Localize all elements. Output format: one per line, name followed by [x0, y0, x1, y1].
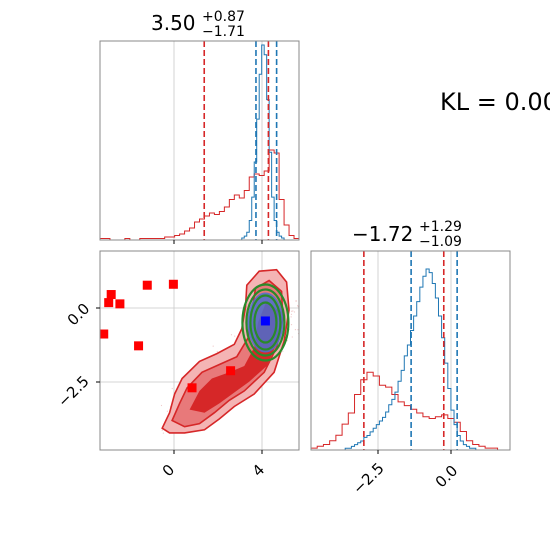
- marginal-2-xtick-label-0: −2.5: [349, 459, 387, 497]
- joint-red-marker-6: [134, 341, 144, 351]
- joint-sample-point: [290, 324, 293, 326]
- joint-frame: [99, 250, 300, 451]
- joint-sample-point: [286, 340, 288, 342]
- marginal-2-red-hist: [311, 371, 510, 450]
- marginal-2-title-sup: +1.29: [419, 219, 462, 235]
- joint-sample-point: [294, 329, 297, 331]
- joint-sample-point: [166, 410, 168, 412]
- joint-xtick-label-1: 4: [249, 461, 268, 480]
- joint-red-marker-1: [106, 290, 116, 300]
- marginal-2-panel: [310, 250, 511, 451]
- joint-sample-point: [292, 310, 294, 312]
- marginal-2-x-ticks: −2.5 0.0: [349, 450, 461, 498]
- joint-green-contour-3: [241, 283, 290, 362]
- joint-sample-point: [160, 404, 163, 407]
- joint-red-marker-3: [142, 280, 152, 290]
- joint-sample-point: [291, 310, 293, 312]
- marginal-1-title-value: 3.50: [151, 11, 196, 35]
- marginal-1-blue-hist: [239, 44, 299, 240]
- joint-blue-marker: [260, 316, 270, 326]
- joint-sample-point: [162, 432, 165, 434]
- joint-series: [100, 268, 309, 434]
- joint-red-contour-outer: [161, 268, 290, 434]
- marginal-1-content: [100, 41, 299, 240]
- marginal-1-series: [100, 41, 299, 240]
- joint-sample-point: [234, 335, 236, 337]
- marginal-2-title-value: −1.72: [352, 222, 413, 246]
- joint-red-marker-4: [168, 279, 178, 289]
- joint-sample-point: [161, 429, 163, 431]
- joint-y-ticks: 0.0 −2.5: [54, 300, 100, 411]
- joint-sample-point: [290, 316, 292, 318]
- joint-sample-point: [216, 350, 218, 353]
- joint-red-contour-mid: [171, 279, 284, 428]
- joint-content: [100, 268, 309, 434]
- marginal-2-content: [311, 251, 510, 450]
- marginal-1-title-sub: −1.71: [202, 24, 245, 40]
- joint-sample-point: [282, 350, 284, 352]
- marginal-2-frame: [310, 250, 511, 451]
- joint-xtick-label-0: 0: [159, 461, 178, 480]
- marginal-1-panel: [99, 40, 300, 241]
- marginal-2-xtick-label-1: 0.0: [432, 462, 462, 492]
- marginal-2-blue-hist: [344, 268, 479, 450]
- joint-sample-point: [171, 387, 173, 390]
- joint-x-ticks: 0 4: [159, 450, 268, 480]
- joint-sample-point: [291, 336, 293, 338]
- joint-sample-point: [300, 322, 301, 323]
- joint-sample-point: [302, 311, 303, 312]
- joint-sample-point: [297, 329, 299, 331]
- marginal-2-series: [311, 251, 510, 450]
- marginal-1-title-sup: +0.87: [202, 9, 245, 25]
- joint-red-marker-5: [100, 329, 109, 339]
- joint-red-marker-0: [115, 299, 125, 309]
- joint-sample-point: [300, 309, 301, 310]
- joint-ytick-label-0: 0.0: [64, 300, 94, 330]
- joint-sample-point: [297, 304, 299, 307]
- joint-sample-point: [295, 300, 297, 302]
- marginal-2-title: −1.72 +1.29 −1.09: [352, 219, 462, 250]
- marginal-1-title: 3.50 +0.87 −1.71: [151, 9, 245, 40]
- marginal-1-frame: [99, 40, 300, 241]
- joint-green-contour-1: [249, 294, 282, 351]
- joint-sample-point: [297, 306, 299, 308]
- joint-green-contour-0: [253, 301, 278, 344]
- joint-panel: [99, 250, 309, 451]
- joint-sample-point: [308, 334, 309, 335]
- joint-ytick-label-1: −2.5: [54, 372, 92, 410]
- joint-green-contour-2: [245, 288, 286, 357]
- joint-sample-point: [293, 311, 296, 313]
- marginal-2-title-sub: −1.09: [419, 234, 462, 250]
- joint-sample-point: [230, 334, 233, 336]
- joint-sample-point: [290, 313, 293, 315]
- joint-sample-point: [301, 318, 302, 319]
- joint-sample-point: [212, 345, 214, 347]
- joint-red-region-inner: [189, 300, 278, 413]
- joint-red-marker-8: [226, 366, 236, 376]
- joint-red-marker-7: [187, 383, 197, 393]
- kl-label: KL = 0.00: [440, 88, 550, 116]
- joint-red-marker-2: [104, 298, 114, 308]
